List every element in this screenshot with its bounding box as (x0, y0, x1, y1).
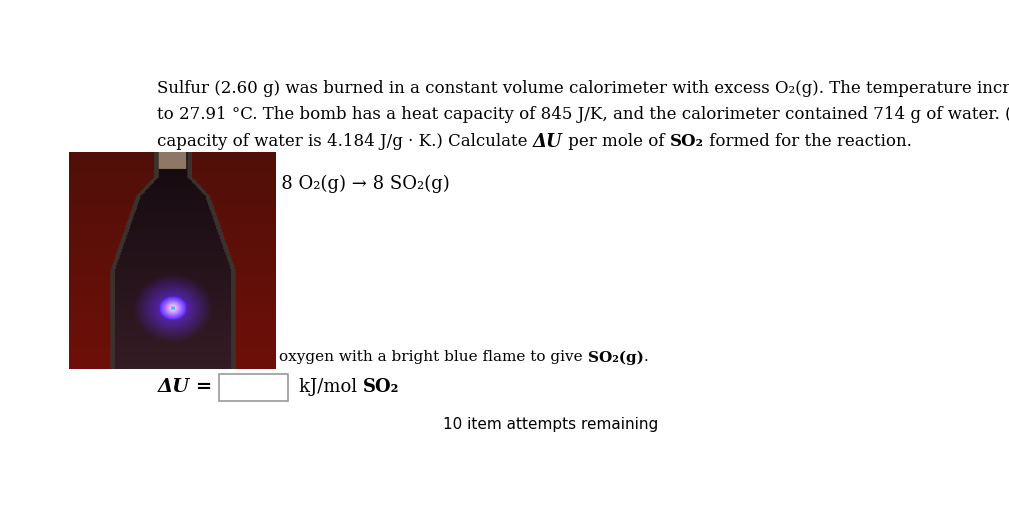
Text: SO₂: SO₂ (670, 133, 703, 150)
Text: ΔU =: ΔU = (157, 378, 213, 395)
Text: SO₂: SO₂ (363, 378, 400, 395)
Text: Sulfur (2.60 g) was burned in a constant volume calorimeter with excess O₂(g). T: Sulfur (2.60 g) was burned in a constant… (157, 80, 1009, 97)
Text: .: . (644, 350, 649, 364)
Text: formed for the reaction.: formed for the reaction. (703, 133, 911, 150)
Text: per mole of: per mole of (563, 133, 670, 150)
Text: Try Another Version: Try Another Version (205, 462, 374, 477)
Text: Submit Answer: Submit Answer (50, 462, 180, 477)
Text: SO₂(g): SO₂(g) (588, 350, 644, 365)
Text: to 27.91 °C. The bomb has a heat capacity of 845 J/K, and the calorimeter contai: to 27.91 °C. The bomb has a heat capacit… (157, 107, 1009, 124)
Text: S₈(s) + 8 O₂(g) → 8 SO₂(g): S₈(s) + 8 O₂(g) → 8 SO₂(g) (212, 175, 450, 193)
Text: 10 item attempts remaining: 10 item attempts remaining (443, 417, 658, 432)
FancyBboxPatch shape (219, 374, 288, 401)
Text: capacity of water is 4.184 J/g · K.) Calculate: capacity of water is 4.184 J/g · K.) Cal… (157, 133, 533, 150)
Text: Sulfur burns in oxygen with a bright blue flame to give: Sulfur burns in oxygen with a bright blu… (157, 350, 588, 364)
Text: ΔU: ΔU (533, 133, 563, 151)
Text: kJ/mol: kJ/mol (300, 378, 363, 395)
